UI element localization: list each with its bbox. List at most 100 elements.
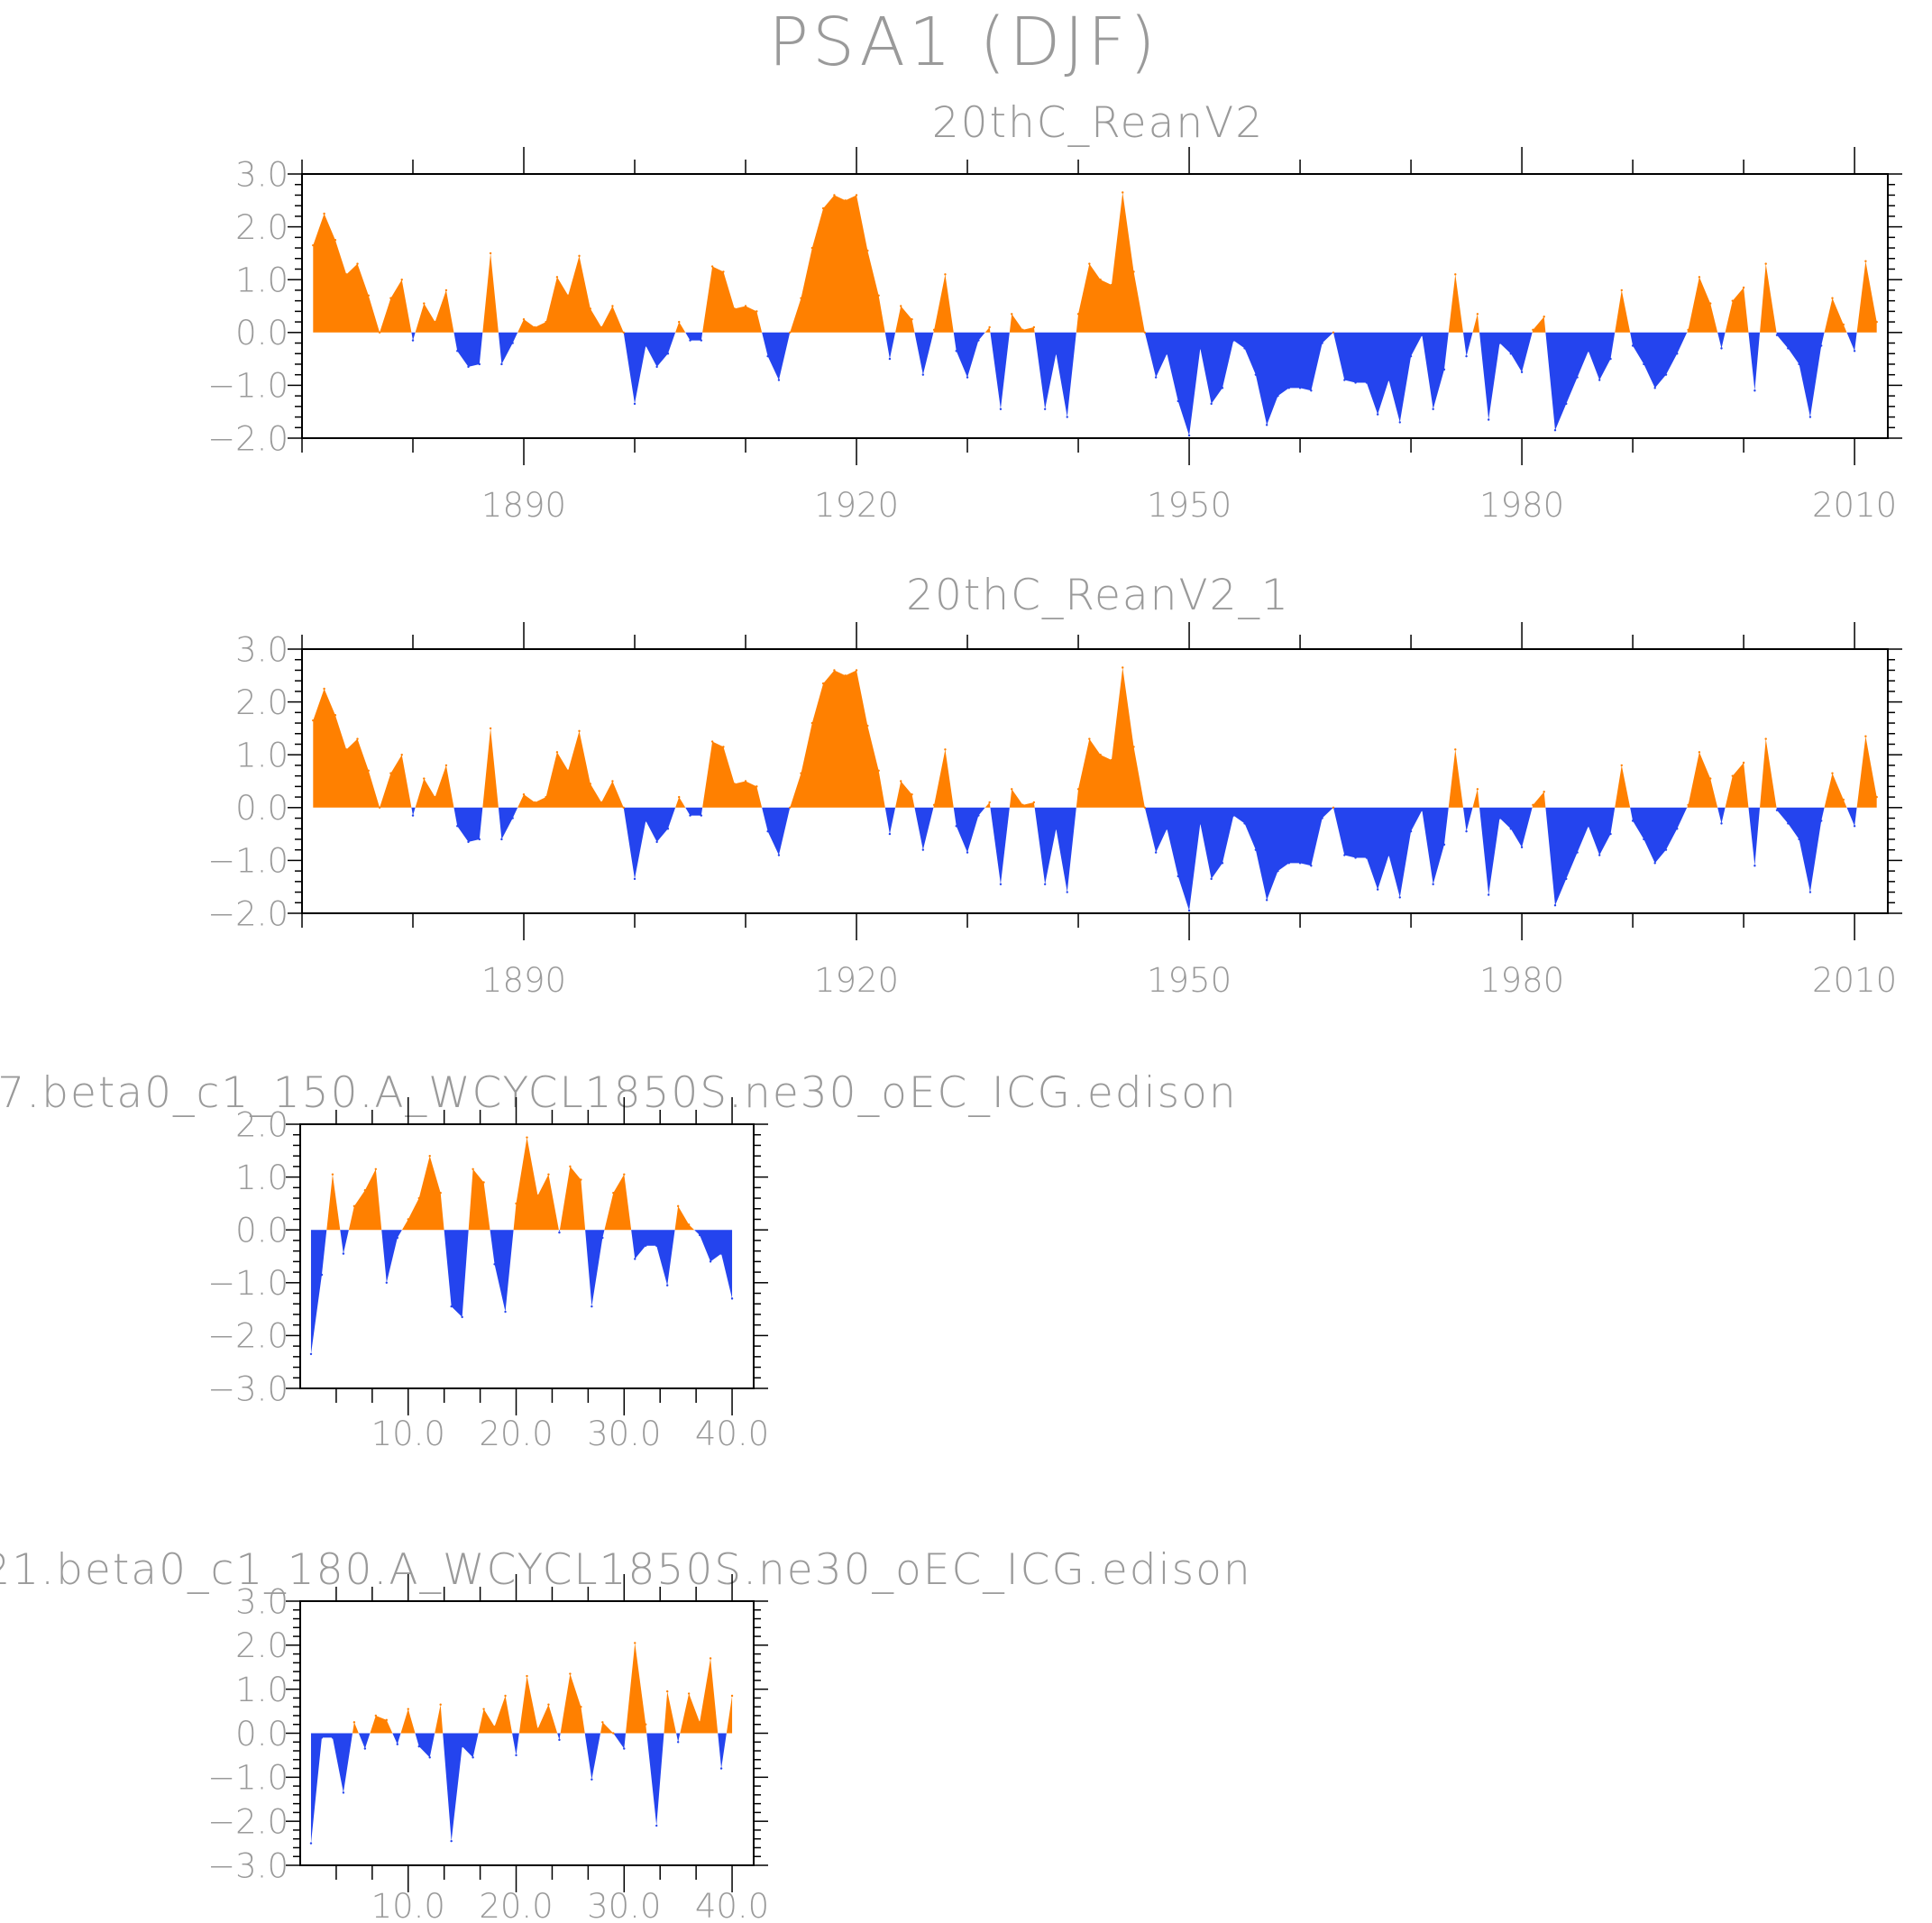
data-point-42 xyxy=(766,354,769,358)
x-tick-label: 40.0 xyxy=(695,1415,769,1453)
data-point-120 xyxy=(1631,344,1634,347)
data-point-13 xyxy=(439,1191,442,1195)
data-point-29 xyxy=(622,806,625,809)
data-point-20 xyxy=(522,792,526,796)
data-point-53 xyxy=(888,832,892,836)
data-point-74 xyxy=(1122,666,1124,669)
data-point-41 xyxy=(755,310,758,313)
data-point-5 xyxy=(353,1721,356,1724)
data-point-47 xyxy=(821,206,825,210)
positive-area-5 xyxy=(482,252,499,333)
data-point-64 xyxy=(1011,788,1013,791)
x-tick-label: 10.0 xyxy=(371,1415,445,1453)
data-point-50 xyxy=(855,194,858,197)
data-point-10 xyxy=(411,814,415,817)
positive-area-8 xyxy=(435,1704,444,1734)
data-point-117 xyxy=(1598,854,1601,856)
data-point-33 xyxy=(655,1824,658,1827)
data-point-128 xyxy=(1720,347,1723,350)
data-point-34 xyxy=(678,795,681,799)
data-point-83 xyxy=(1221,862,1224,865)
positive-area-7 xyxy=(517,730,624,808)
data-point-102 xyxy=(1432,883,1434,885)
data-point-96 xyxy=(1365,856,1369,859)
data-point-92 xyxy=(1321,342,1323,344)
data-point-20 xyxy=(515,1754,517,1757)
y-tick-label: 0.0 xyxy=(235,1715,288,1754)
data-point-30 xyxy=(623,1173,626,1176)
panel-2: 20thC_ReanV2_1 3.0 2.0 1.0 0.0 −1.0 −2.0 1890 1… xyxy=(207,571,1902,1000)
data-point-87 xyxy=(1265,424,1268,426)
positive-area-31 xyxy=(1532,316,1546,333)
negative-area-34 xyxy=(1630,332,1688,389)
data-point-39 xyxy=(733,783,736,785)
data-point-23 xyxy=(547,1703,550,1706)
y-tick-label: −1.0 xyxy=(207,1264,288,1303)
positive-area-33 xyxy=(1615,765,1631,808)
data-point-119 xyxy=(1620,764,1623,767)
data-point-97 xyxy=(1376,413,1379,416)
data-point-31 xyxy=(634,1642,636,1644)
positive-area-1 xyxy=(313,213,412,333)
data-point-132 xyxy=(1764,737,1767,740)
plot-frame xyxy=(299,1123,755,1389)
data-point-25 xyxy=(569,1672,572,1675)
data-point-56 xyxy=(921,848,925,851)
data-point-33 xyxy=(666,353,670,355)
data-point-21 xyxy=(526,1136,528,1139)
data-point-7 xyxy=(378,806,381,809)
data-point-16 xyxy=(472,1168,474,1171)
negative-area-5 xyxy=(381,1230,402,1283)
positive-area-1 xyxy=(313,688,412,808)
data-point-107 xyxy=(1487,418,1490,421)
y-tick-label: −2.0 xyxy=(207,1317,288,1356)
data-point-34 xyxy=(665,1689,669,1693)
data-point-32 xyxy=(645,1244,647,1247)
positive-area-6 xyxy=(401,1156,444,1231)
data-point-29 xyxy=(612,1732,615,1735)
data-point-95 xyxy=(1354,856,1357,859)
negative-area-16 xyxy=(914,807,934,850)
data-point-9 xyxy=(396,1236,398,1240)
data-point-9 xyxy=(400,754,403,756)
positive-area-12 xyxy=(518,1676,558,1734)
data-point-63 xyxy=(999,883,1003,885)
data-point-19 xyxy=(511,342,514,344)
data-point-118 xyxy=(1609,357,1612,361)
data-point-10 xyxy=(407,1708,409,1710)
negative-area-13 xyxy=(557,1733,561,1740)
data-point-19 xyxy=(504,1310,507,1314)
data-point-73 xyxy=(1110,283,1113,287)
data-point-48 xyxy=(833,669,836,672)
panel-1: 20thC_ReanV2 3.0 2.0 1.0 0.0 −1.0 −2.0 1890 192… xyxy=(207,98,1902,525)
data-point-89 xyxy=(1287,862,1290,865)
positive-area-14 xyxy=(560,1673,585,1734)
data-point-120 xyxy=(1631,820,1634,822)
y-tick-label: 1.0 xyxy=(235,261,288,300)
data-point-18 xyxy=(493,1725,496,1728)
negative-area-26 xyxy=(1332,807,1449,898)
y-tick-label: −1.0 xyxy=(207,367,288,406)
data-point-59 xyxy=(955,825,957,828)
negative-area-40 xyxy=(1776,807,1825,893)
data-point-20 xyxy=(515,1202,517,1205)
negative-area-11 xyxy=(512,1733,519,1755)
negative-area-6 xyxy=(498,332,518,364)
positive-area-27 xyxy=(1448,749,1463,808)
data-point-14 xyxy=(456,350,459,353)
data-point-22 xyxy=(545,795,547,799)
data-point-79 xyxy=(1177,399,1179,403)
data-point-13 xyxy=(439,1703,442,1706)
positive-area-29 xyxy=(1472,314,1480,333)
data-point-13 xyxy=(444,764,448,767)
y-tick-label: 3.0 xyxy=(235,1582,288,1621)
panel-3: 7.beta0_c1_150.A_WCYCL1850S.ne30_oEC_ICG… xyxy=(0,1068,1236,1453)
positive-area-13 xyxy=(790,670,885,808)
data-point-110 xyxy=(1520,846,1524,848)
data-point-1 xyxy=(309,1842,313,1845)
negative-area-1 xyxy=(310,1230,327,1354)
data-point-138 xyxy=(1831,772,1834,774)
data-point-53 xyxy=(888,357,892,361)
data-point-72 xyxy=(1099,279,1102,281)
